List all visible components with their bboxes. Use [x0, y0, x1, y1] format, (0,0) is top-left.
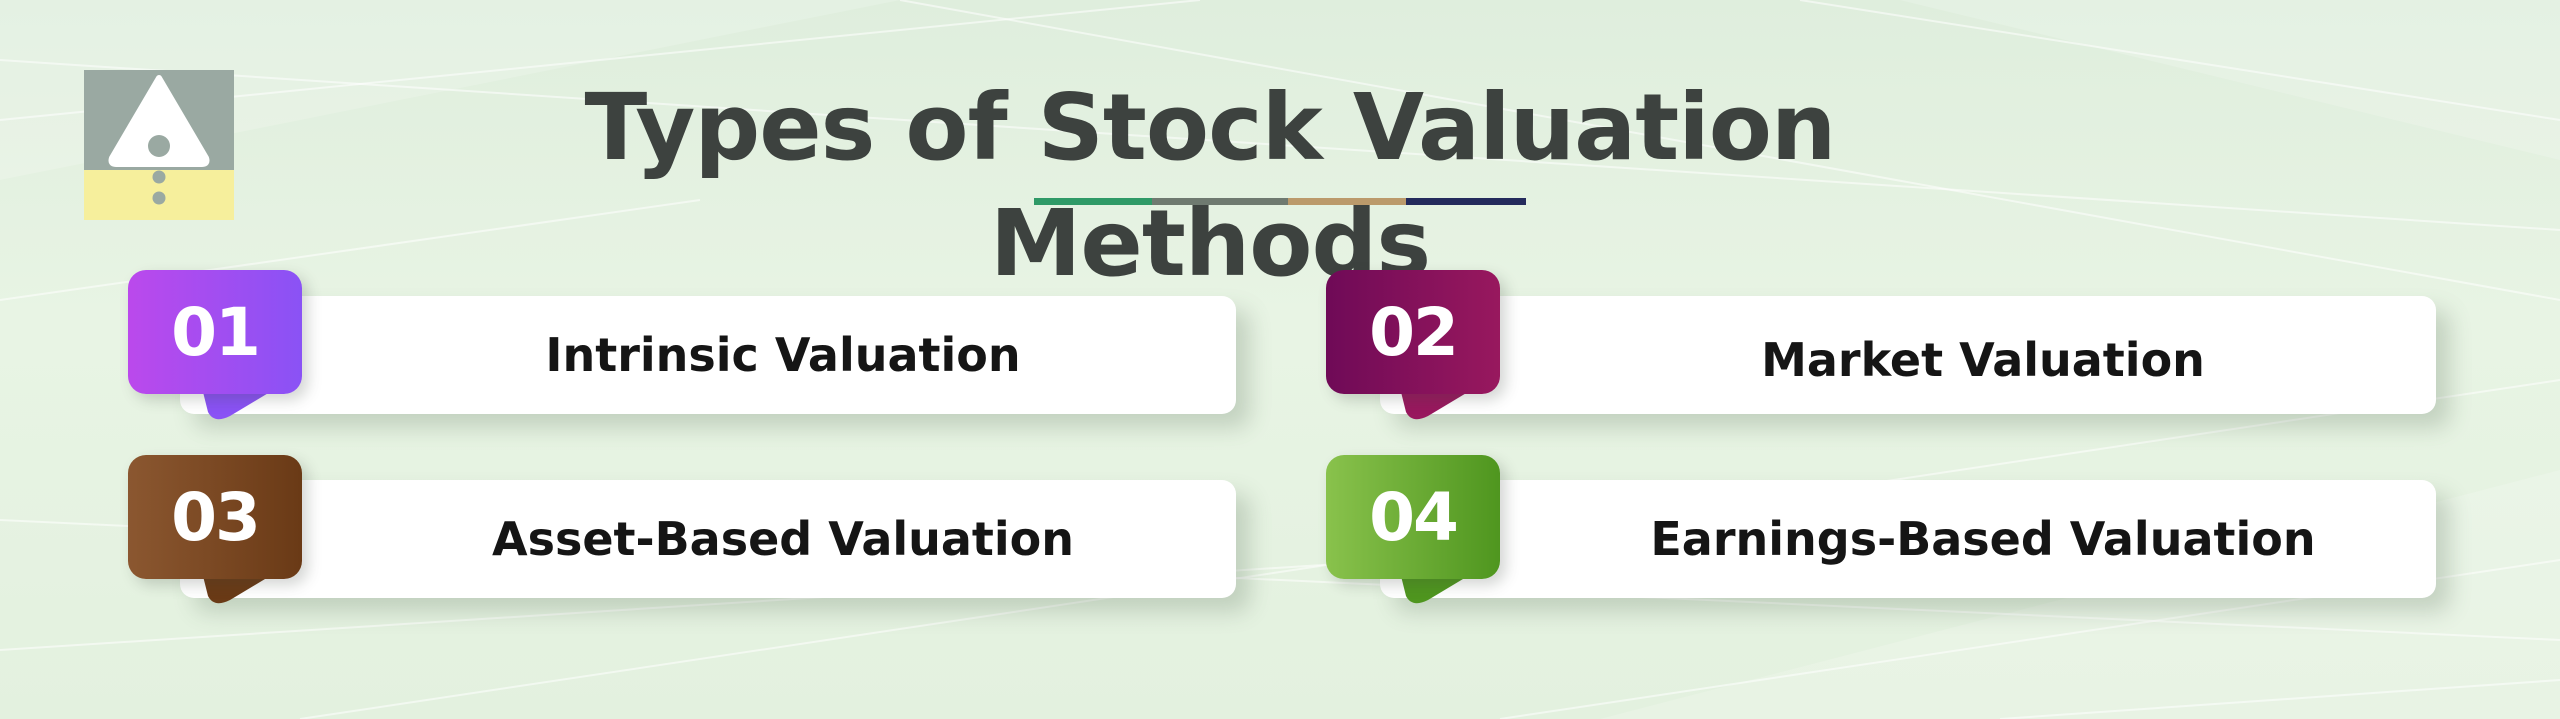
number-badge: 02	[1326, 270, 1500, 394]
item-label: Intrinsic Valuation	[545, 328, 1021, 382]
item-label: Asset-Based Valuation	[491, 512, 1075, 566]
item-label: Earnings-Based Valuation	[1650, 512, 2316, 566]
item-number: 04	[1369, 478, 1459, 556]
list-item: Earnings-Based Valuation	[1380, 480, 2436, 598]
logo	[84, 70, 234, 220]
item-number: 02	[1369, 293, 1459, 371]
list-item: Intrinsic Valuation	[180, 296, 1236, 414]
number-badge: 03	[128, 455, 302, 579]
warning-triangle-icon	[108, 75, 210, 205]
list-item: Asset-Based Valuation	[180, 480, 1236, 598]
page-title: Types of Stock Valuation Methods	[584, 74, 1837, 297]
title-underline-segment-1	[1034, 198, 1152, 205]
title-underline-segment-4	[1406, 198, 1526, 205]
item-label: Market Valuation	[1761, 333, 2205, 387]
title-underline-segment-2	[1152, 198, 1288, 205]
number-badge: 01	[128, 270, 302, 394]
list-item: Market Valuation	[1380, 296, 2436, 414]
item-number: 01	[171, 293, 261, 371]
item-number: 03	[171, 478, 261, 556]
number-badge: 04	[1326, 455, 1500, 579]
title-underline-segment-3	[1288, 198, 1406, 205]
